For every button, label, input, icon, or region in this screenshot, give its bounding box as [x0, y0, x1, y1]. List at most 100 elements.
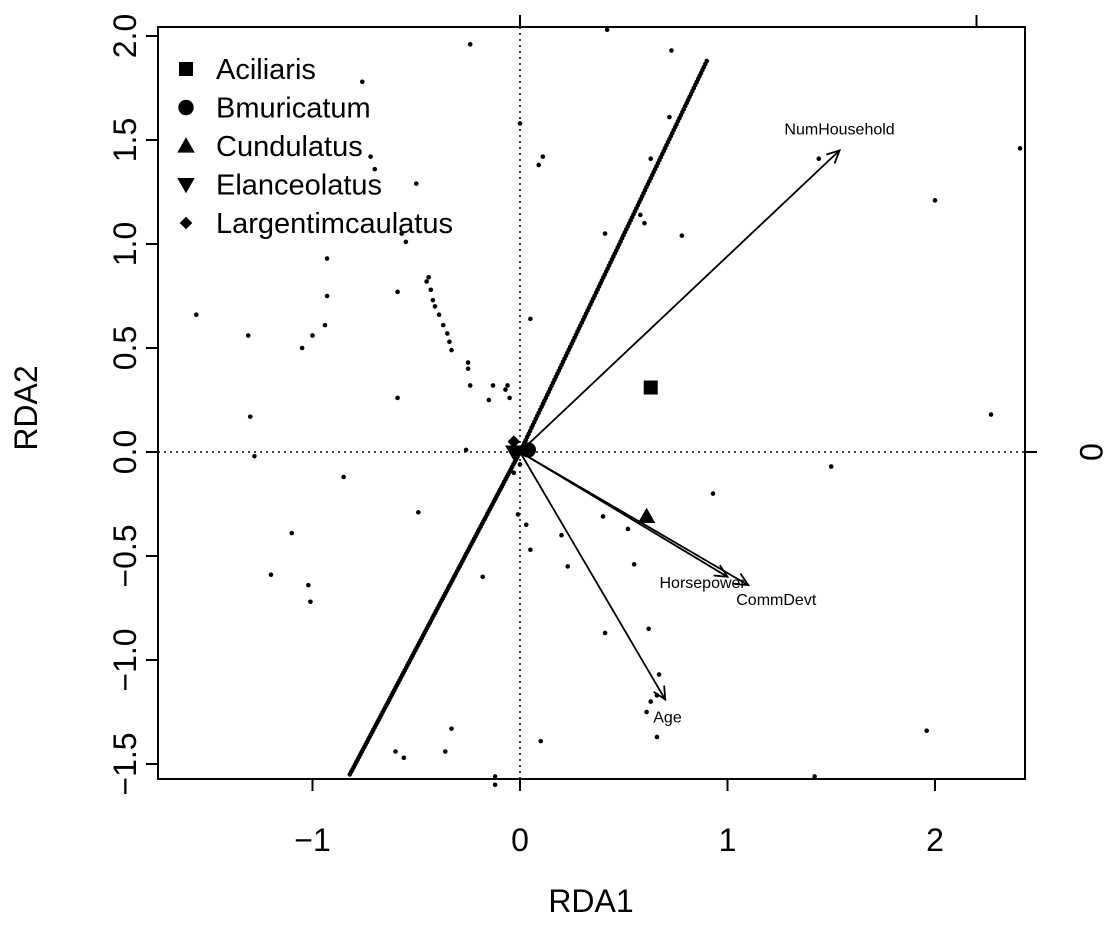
arrow-age [519, 451, 667, 700]
species-point-bmuricatum [520, 442, 536, 458]
legend-label: Cundulatus [216, 131, 363, 163]
x-tick-label: 0 [511, 822, 529, 858]
site-point [426, 274, 432, 280]
site-point [428, 287, 434, 293]
site-point [528, 316, 533, 322]
arrowhead [825, 148, 842, 164]
y-tick-label: 1.0 [107, 222, 143, 266]
site-point [492, 774, 498, 779]
site-point [399, 231, 405, 236]
site-point [679, 233, 685, 238]
site-point [308, 599, 313, 605]
site-point [372, 166, 378, 172]
site-point [602, 630, 608, 636]
right-axis: 0 [1025, 443, 1105, 461]
legend-symbol-aciliaris [179, 62, 193, 76]
site-point [403, 239, 409, 245]
site-point [932, 198, 938, 203]
site-point [648, 156, 654, 162]
legend-label: Bmuricatum [216, 93, 371, 125]
site-point [395, 289, 400, 295]
legend-symbol-largentimcaulatus [179, 216, 193, 230]
y-tick-label: 2.0 [107, 14, 143, 58]
site-point [324, 293, 330, 299]
site-point [669, 48, 674, 53]
site-point [503, 387, 508, 392]
arrow-label: Horsepower [660, 575, 747, 592]
site-point [600, 514, 606, 519]
site-point [507, 395, 512, 401]
site-point [449, 726, 454, 731]
top-axis [519, 15, 978, 27]
site-point [528, 547, 533, 553]
x-tick-label: 2 [926, 822, 944, 858]
site-point [812, 774, 817, 779]
arrow-label: Age [653, 710, 682, 727]
y-tick-label: −1.5 [107, 732, 143, 795]
site-point [505, 383, 510, 388]
site-point [368, 154, 373, 159]
site-point [648, 699, 654, 704]
site-point [656, 672, 662, 677]
x-tick-label: 1 [719, 822, 737, 858]
site-point [447, 339, 452, 345]
site-point [667, 114, 672, 120]
site-point [413, 181, 419, 186]
site-point [467, 383, 473, 388]
arrow-commdevt [519, 451, 749, 586]
site-point [324, 256, 330, 261]
legend-label: Aciliaris [216, 54, 316, 86]
reference-lines [158, 27, 1025, 779]
species-point-largentimcaulatus [507, 435, 521, 448]
site-point [828, 464, 834, 469]
species-points [505, 380, 658, 524]
site-point [449, 347, 454, 353]
site-point [393, 749, 398, 754]
site-point [816, 156, 822, 162]
arrowhead [734, 573, 751, 587]
y-tick-label: −0.5 [107, 524, 143, 587]
site-point [565, 564, 571, 569]
site-point [465, 366, 471, 372]
site-point [638, 212, 643, 218]
site-point [602, 231, 608, 236]
site-point [631, 562, 637, 567]
site-point [523, 522, 529, 528]
site-point [268, 572, 274, 578]
site-point [424, 279, 429, 284]
site-point [538, 738, 544, 744]
site-point [360, 79, 365, 85]
site-point [1017, 146, 1023, 151]
species-point-cundulatus [637, 507, 656, 524]
site-point [443, 749, 448, 754]
arrow-label: CommDevt [736, 592, 817, 609]
arrow-numhousehold [519, 149, 841, 453]
site-point [445, 331, 450, 336]
y-tick-label: 0.0 [107, 430, 143, 474]
arrowhead [713, 564, 730, 578]
site-point [642, 220, 647, 226]
site-point [247, 414, 253, 419]
site-point [517, 121, 523, 126]
site-point [710, 491, 716, 496]
site-point [988, 412, 994, 417]
legend: Aciliaris Bmuricatum Cundulatus Elanceolatu… [177, 54, 453, 240]
site-point [430, 297, 436, 303]
site-point [245, 333, 251, 338]
site-point [299, 345, 305, 351]
site-point [194, 312, 199, 318]
site-point [432, 304, 438, 309]
legend-symbol-bmuricatum [178, 99, 194, 116]
site-point [654, 734, 660, 740]
y-axis: −1.5 −1.0 −0.5 0.0 0.5 1.0 1.5 2.0 [107, 14, 159, 796]
arrowhead [653, 685, 667, 702]
line-site-points [347, 58, 710, 777]
site-point [395, 395, 400, 401]
site-point [490, 383, 496, 388]
site-point [480, 574, 485, 580]
site-point [306, 582, 311, 588]
site-point [322, 322, 328, 328]
species-point-elanceolatus [505, 445, 523, 461]
site-point [540, 154, 546, 159]
